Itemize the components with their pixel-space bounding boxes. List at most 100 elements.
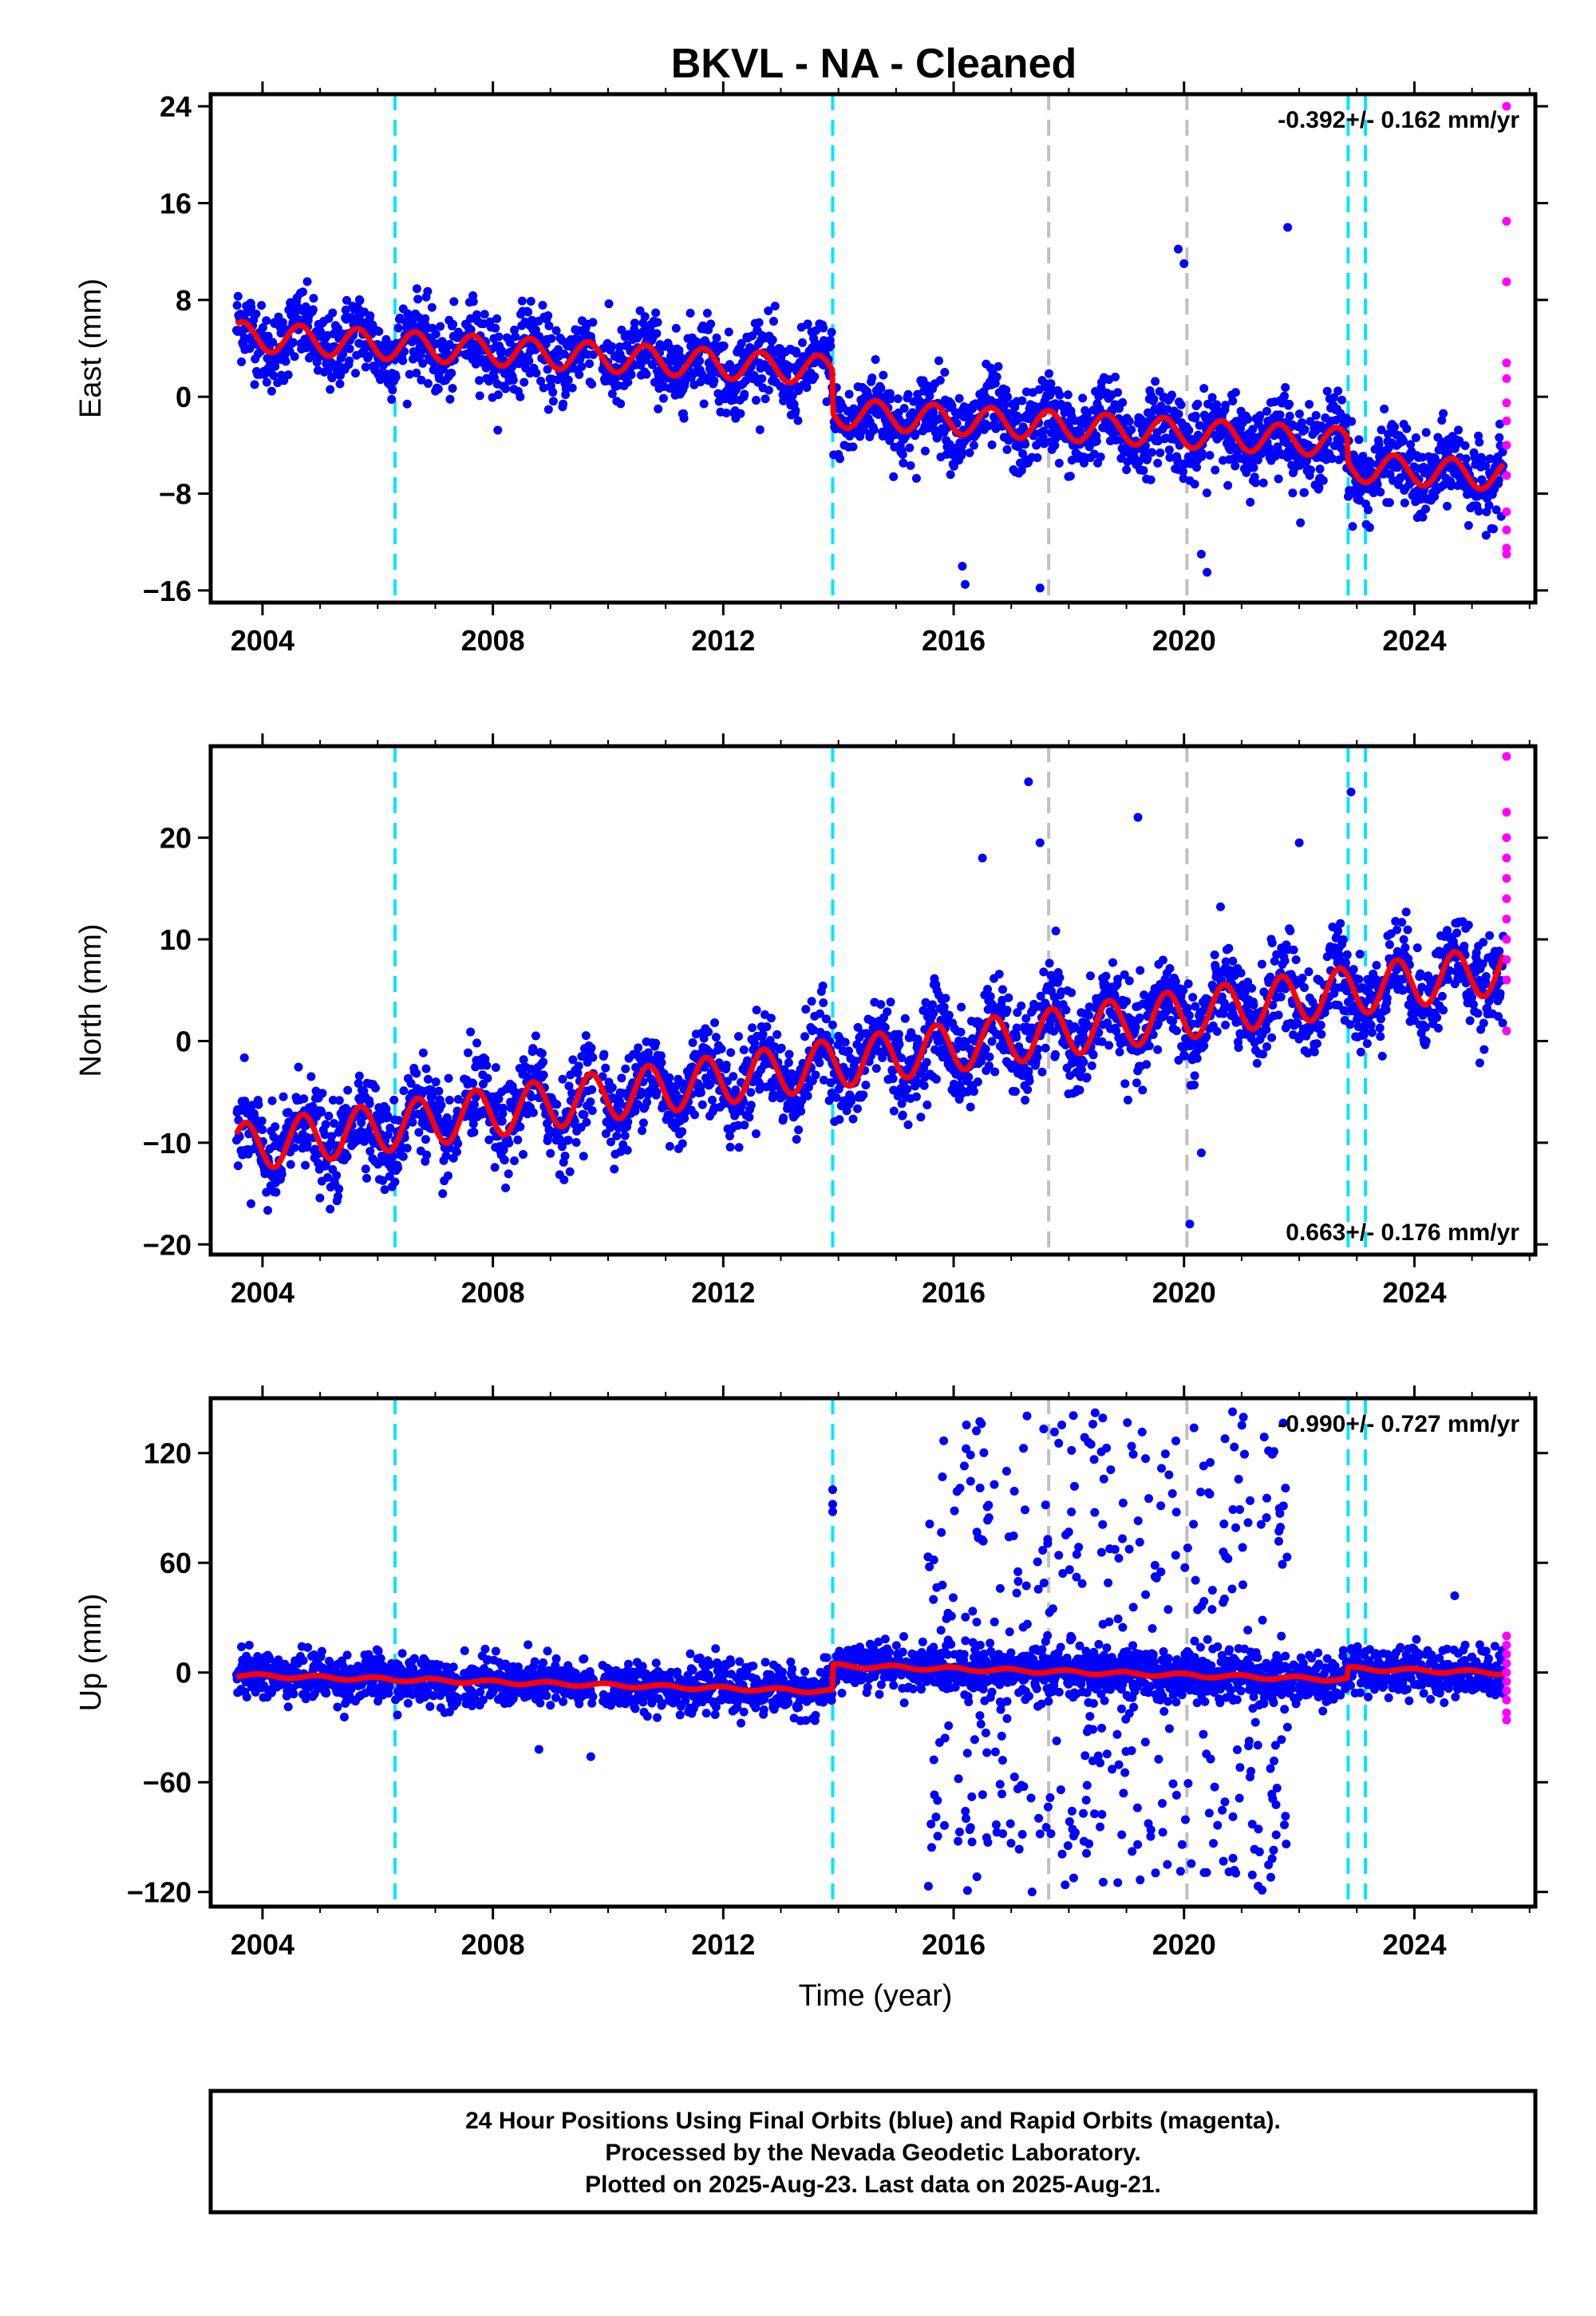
north-data-point bbox=[617, 1073, 626, 1083]
east-data-point bbox=[1377, 425, 1386, 435]
east-data-point bbox=[511, 332, 520, 342]
north-data-point bbox=[748, 1023, 757, 1033]
east-rapid-point bbox=[1502, 543, 1511, 553]
north-data-point bbox=[740, 1120, 749, 1130]
north-data-point bbox=[688, 1037, 697, 1047]
east-data-point bbox=[585, 359, 595, 369]
east-data-point bbox=[798, 338, 808, 347]
east-data-point bbox=[1358, 452, 1368, 461]
north-data-point bbox=[710, 1018, 720, 1027]
north-data-point bbox=[844, 1046, 854, 1056]
east-data-point bbox=[1460, 441, 1470, 450]
east-data-point bbox=[497, 346, 507, 356]
north-data-point bbox=[581, 1031, 591, 1041]
east-data-point bbox=[1197, 449, 1207, 458]
north-data-point bbox=[402, 1144, 412, 1153]
east-data-point bbox=[1396, 472, 1405, 482]
north-data-point bbox=[1144, 1041, 1154, 1050]
east-data-point bbox=[398, 356, 408, 366]
east-data-point bbox=[1221, 401, 1231, 410]
east-data-point bbox=[262, 377, 271, 387]
north-data-point bbox=[464, 1048, 473, 1057]
east-data-point bbox=[792, 349, 801, 358]
east-data-point bbox=[755, 425, 764, 434]
east-data-point bbox=[1149, 394, 1159, 404]
north-data-point bbox=[734, 1032, 744, 1041]
east-data-point bbox=[1376, 488, 1385, 497]
north-data-point bbox=[385, 1123, 395, 1132]
north-data-point bbox=[919, 1081, 929, 1090]
east-data-point bbox=[547, 334, 556, 343]
east-data-point bbox=[342, 295, 351, 305]
east-data-point bbox=[1364, 505, 1373, 515]
north-data-point bbox=[888, 1074, 898, 1084]
east-data-point bbox=[1455, 436, 1464, 445]
north-data-point bbox=[815, 1009, 824, 1018]
east-data-point bbox=[1488, 524, 1498, 534]
north-data-point bbox=[633, 1100, 642, 1109]
north-data-point bbox=[1045, 958, 1054, 968]
north-data-point bbox=[257, 1117, 267, 1126]
east-data-point bbox=[1249, 463, 1258, 472]
east-data-point bbox=[1437, 416, 1447, 425]
north-data-point bbox=[1124, 976, 1134, 986]
east-data-point bbox=[361, 362, 370, 372]
east-rapid-point bbox=[1502, 417, 1511, 425]
east-data-point bbox=[1495, 419, 1504, 429]
east-data-point bbox=[893, 394, 903, 404]
north-data-point bbox=[371, 1083, 381, 1093]
north-data-point bbox=[243, 1149, 253, 1159]
east-data-point bbox=[1118, 397, 1128, 407]
north-final-orbit-points bbox=[231, 777, 1508, 1229]
north-data-point bbox=[254, 1100, 263, 1109]
north-data-point bbox=[848, 1114, 858, 1124]
north-data-point bbox=[1183, 979, 1193, 989]
north-data-point bbox=[389, 1152, 398, 1161]
east-data-point bbox=[288, 338, 298, 347]
north-data-point bbox=[752, 1006, 761, 1015]
east-data-point bbox=[760, 394, 770, 404]
east-data-point bbox=[1001, 385, 1011, 395]
east-data-point bbox=[1398, 436, 1408, 445]
east-data-point bbox=[1243, 414, 1253, 424]
north-data-point bbox=[623, 1117, 633, 1127]
east-data-point bbox=[848, 442, 858, 452]
north-data-point bbox=[315, 1193, 325, 1203]
east-data-point bbox=[957, 447, 966, 456]
north-data-point bbox=[567, 1089, 577, 1098]
north-data-point bbox=[944, 1010, 954, 1020]
north-data-point bbox=[705, 1079, 715, 1089]
north-data-point bbox=[1236, 968, 1246, 978]
north-data-point bbox=[1286, 926, 1295, 935]
east-data-point bbox=[269, 371, 279, 381]
north-data-point bbox=[1120, 1079, 1130, 1089]
north-data-point bbox=[1192, 1053, 1202, 1063]
north-data-point bbox=[889, 1106, 899, 1116]
north-data-point bbox=[751, 1129, 760, 1139]
east-data-point bbox=[531, 325, 540, 334]
north-data-point bbox=[539, 1057, 548, 1067]
east-data-point bbox=[827, 327, 836, 337]
north-data-point bbox=[390, 1177, 400, 1187]
east-data-point bbox=[1297, 418, 1306, 428]
north-data-point bbox=[1262, 1025, 1271, 1034]
east-data-point bbox=[1337, 395, 1347, 405]
north-data-point bbox=[546, 1148, 555, 1158]
east-data-point bbox=[1002, 445, 1012, 454]
east-data-point bbox=[1190, 480, 1199, 489]
east-rapid-point bbox=[1502, 373, 1511, 383]
north-data-point bbox=[1108, 958, 1118, 967]
north-data-point bbox=[283, 1108, 293, 1117]
east-data-point bbox=[237, 357, 247, 366]
north-data-point bbox=[332, 1171, 342, 1180]
north-data-point bbox=[903, 1085, 912, 1094]
east-data-point bbox=[466, 314, 476, 323]
north-data-point bbox=[964, 1073, 974, 1082]
north-data-point bbox=[1304, 967, 1314, 977]
east-data-point bbox=[623, 377, 633, 387]
north-data-point bbox=[306, 1072, 316, 1081]
north-data-point bbox=[638, 1118, 648, 1128]
north-data-point bbox=[900, 1014, 910, 1023]
east-data-point bbox=[493, 390, 503, 400]
east-data-point bbox=[588, 318, 598, 327]
